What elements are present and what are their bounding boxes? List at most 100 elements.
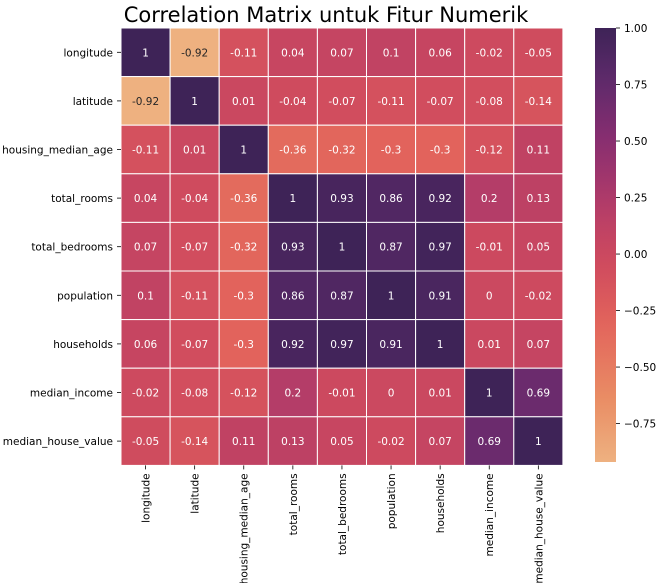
cell-value-label: -0.36 bbox=[279, 145, 306, 157]
cell-value-label: 0.07 bbox=[527, 339, 550, 351]
cell-value-label: -0.04 bbox=[279, 96, 306, 108]
cell-value-label: -0.14 bbox=[525, 96, 552, 108]
heatmap-cell bbox=[513, 367, 564, 418]
row-label: longitude bbox=[64, 47, 113, 59]
cell-value-label: -0.02 bbox=[525, 290, 552, 302]
heatmap-cell bbox=[218, 76, 269, 126]
cell-value-label: 0.07 bbox=[428, 436, 451, 448]
cell-value-label: -0.12 bbox=[230, 388, 257, 400]
row-label: total_rooms bbox=[51, 193, 113, 205]
heatmap-cell bbox=[267, 416, 318, 466]
heatmap-cell bbox=[513, 270, 564, 321]
heatmap-cell bbox=[415, 221, 466, 272]
colorbar-gradient bbox=[595, 28, 616, 462]
cell-value-label: -0.05 bbox=[525, 47, 552, 59]
colorbar-tick-label: 0.25 bbox=[624, 193, 647, 205]
heatmap-cell bbox=[218, 221, 269, 272]
column-label: latitude bbox=[190, 473, 202, 513]
cell-value-label: 1 bbox=[437, 339, 444, 351]
cell-value-label: 0.2 bbox=[481, 193, 498, 205]
cell-value-label: -0.07 bbox=[427, 96, 454, 108]
cell-value-label: -0.07 bbox=[181, 339, 208, 351]
heatmap-cell bbox=[513, 221, 564, 272]
row-label: housing_median_age bbox=[2, 145, 113, 157]
cell-value-label: -0.04 bbox=[181, 193, 208, 205]
heatmap-cell bbox=[120, 173, 171, 223]
cell-value-label: -0.08 bbox=[181, 388, 208, 400]
heatmap-cell bbox=[218, 27, 269, 78]
colorbar-tick-label: 1.00 bbox=[624, 23, 647, 35]
cell-value-label: -0.11 bbox=[377, 96, 404, 108]
cell-value-label: -0.11 bbox=[230, 47, 257, 59]
heatmap-cell bbox=[464, 27, 515, 78]
cell-value-label: 1 bbox=[339, 242, 346, 254]
cell-value-label: 0.06 bbox=[428, 47, 452, 59]
cell-value-label: -0.11 bbox=[181, 290, 208, 302]
cell-value-label: 0.01 bbox=[428, 388, 451, 400]
cell-value-label: -0.02 bbox=[132, 388, 159, 400]
colorbar-tick-label: 0.75 bbox=[624, 80, 647, 92]
cell-value-label: 0.11 bbox=[232, 436, 255, 448]
heatmap-cell bbox=[218, 416, 269, 466]
heatmap-cell bbox=[120, 221, 171, 272]
cell-value-label: 0 bbox=[486, 290, 493, 302]
heatmap-cell bbox=[120, 124, 171, 175]
row-label: latitude bbox=[73, 96, 113, 108]
heatmap-cell bbox=[218, 367, 269, 418]
cell-value-label: -0.3 bbox=[234, 339, 255, 351]
heatmap-cell bbox=[415, 76, 466, 126]
heatmap-cell bbox=[218, 124, 269, 175]
row-label: median_house_value bbox=[3, 436, 113, 448]
cell-value-label: 0.04 bbox=[281, 47, 305, 59]
cell-value-label: 0.92 bbox=[281, 339, 304, 351]
heatmap-cell bbox=[415, 367, 466, 418]
heatmap-cell bbox=[267, 124, 318, 175]
cell-value-label: -0.14 bbox=[181, 436, 208, 448]
cell-value-label: 0.01 bbox=[232, 96, 255, 108]
heatmap-cell bbox=[415, 416, 466, 466]
heatmap-cell bbox=[120, 367, 171, 418]
heatmap-cell bbox=[120, 27, 171, 78]
column-label: total_rooms bbox=[288, 473, 300, 535]
cell-value-label: 0.11 bbox=[527, 145, 550, 157]
cell-value-label: 0.07 bbox=[330, 47, 353, 59]
heatmap-cell bbox=[218, 270, 269, 321]
cell-value-label: 1 bbox=[191, 96, 198, 108]
heatmap-cell bbox=[120, 416, 171, 466]
heatmap-cell bbox=[267, 173, 318, 223]
cell-value-label: 0.01 bbox=[478, 339, 501, 351]
cell-value-label: -0.01 bbox=[476, 242, 503, 254]
heatmap-cell bbox=[513, 173, 564, 223]
cell-value-label: 0.1 bbox=[383, 47, 400, 59]
heatmap-cell bbox=[120, 319, 171, 369]
heatmap-cell bbox=[366, 367, 417, 418]
row-label: median_income bbox=[30, 388, 113, 400]
cell-value-label: 1 bbox=[388, 290, 395, 302]
column-label: population bbox=[386, 473, 398, 529]
heatmap-cell bbox=[415, 319, 466, 369]
cell-value-label: -0.32 bbox=[328, 145, 355, 157]
cell-value-label: 0.07 bbox=[134, 242, 157, 254]
cell-value-label: 0.91 bbox=[428, 290, 451, 302]
heatmap-cell bbox=[169, 270, 220, 321]
cell-value-label: 0.69 bbox=[527, 388, 550, 400]
cell-value-label: -0.92 bbox=[132, 96, 159, 108]
cell-value-label: 0.92 bbox=[428, 193, 451, 205]
colorbar-tick-label: −0.25 bbox=[624, 306, 656, 318]
cell-value-label: -0.92 bbox=[181, 47, 208, 59]
cell-value-label: -0.32 bbox=[230, 242, 257, 254]
heatmap-cell bbox=[169, 173, 220, 223]
cell-value-label: 0.86 bbox=[379, 193, 403, 205]
chart-title: Correlation Matrix untuk Fitur Numerik bbox=[124, 3, 529, 27]
heatmap-cell bbox=[366, 27, 417, 78]
column-label: median_income bbox=[484, 473, 496, 556]
heatmap-cell bbox=[316, 416, 367, 466]
heatmap-cell bbox=[464, 270, 515, 321]
cell-value-label: -0.02 bbox=[476, 47, 503, 59]
heatmap-cell bbox=[316, 319, 367, 369]
row-label: population bbox=[57, 290, 113, 302]
cell-value-label: 0.93 bbox=[281, 242, 304, 254]
row-label: households bbox=[53, 339, 113, 351]
cell-value-label: 0.2 bbox=[284, 388, 301, 400]
heatmap-cell bbox=[513, 124, 564, 175]
